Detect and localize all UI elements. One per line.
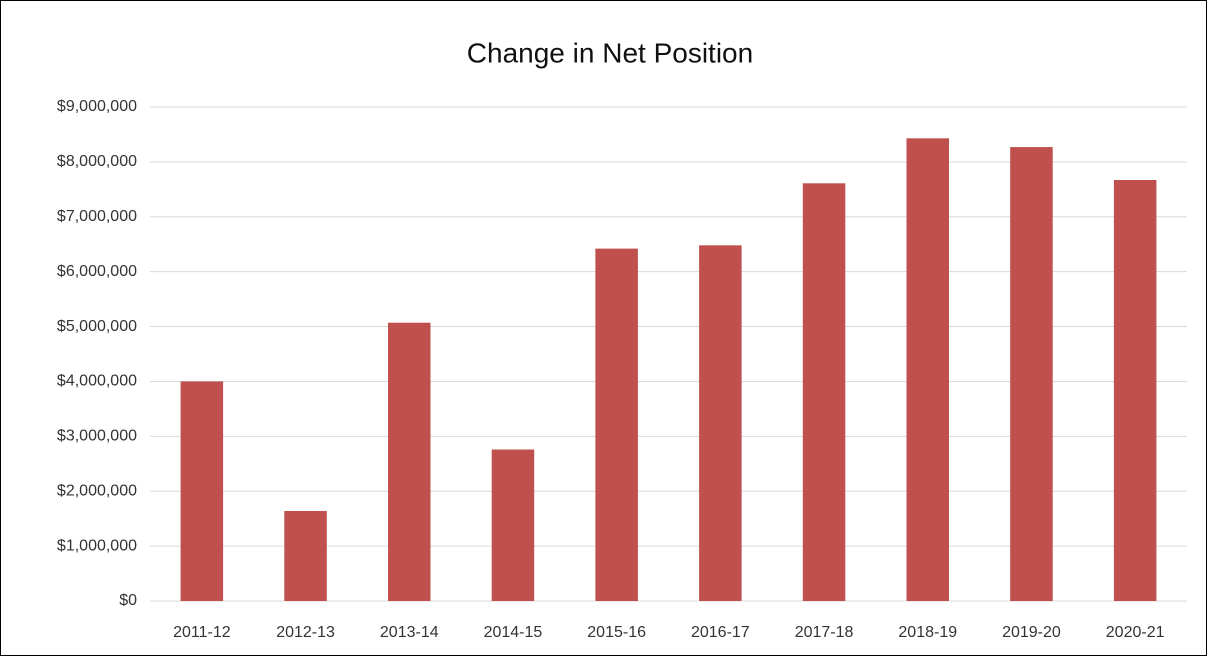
bar [1010, 147, 1053, 601]
bar [387, 322, 431, 601]
y-tick-label: $0 [119, 592, 137, 609]
y-tick-label: $3,000,000 [57, 428, 137, 445]
bar [180, 381, 224, 601]
bar [802, 183, 846, 601]
y-tick-label: $9,000,000 [57, 98, 137, 115]
x-tick-label: 2011-12 [173, 624, 231, 641]
x-tick-label: 2017-18 [795, 624, 854, 641]
bar [699, 245, 742, 601]
chart-title: Change in Net Position [467, 37, 753, 68]
y-tick-label: $1,000,000 [57, 537, 137, 554]
x-tick-label: 2013-14 [380, 624, 439, 641]
y-tick-label: $5,000,000 [57, 318, 137, 335]
bar [284, 510, 327, 601]
x-tick-label: 2014-15 [484, 624, 543, 641]
x-tick-label: 2012-13 [276, 624, 335, 641]
y-tick-label: $8,000,000 [57, 153, 137, 170]
y-tick-label: $7,000,000 [57, 208, 137, 225]
x-tick-label: 2019-20 [1002, 624, 1061, 641]
x-tick-label: 2018-19 [898, 624, 957, 641]
y-tick-label: $2,000,000 [57, 482, 137, 499]
x-tick-label: 2020-21 [1106, 624, 1165, 641]
bar [595, 248, 638, 601]
bar [1113, 180, 1157, 601]
x-tick-label: 2015-16 [587, 624, 646, 641]
x-tick-label: 2016-17 [691, 624, 750, 641]
bar [906, 138, 950, 601]
y-tick-label: $6,000,000 [57, 263, 137, 280]
y-tick-label: $4,000,000 [57, 373, 137, 390]
bar [491, 449, 535, 601]
